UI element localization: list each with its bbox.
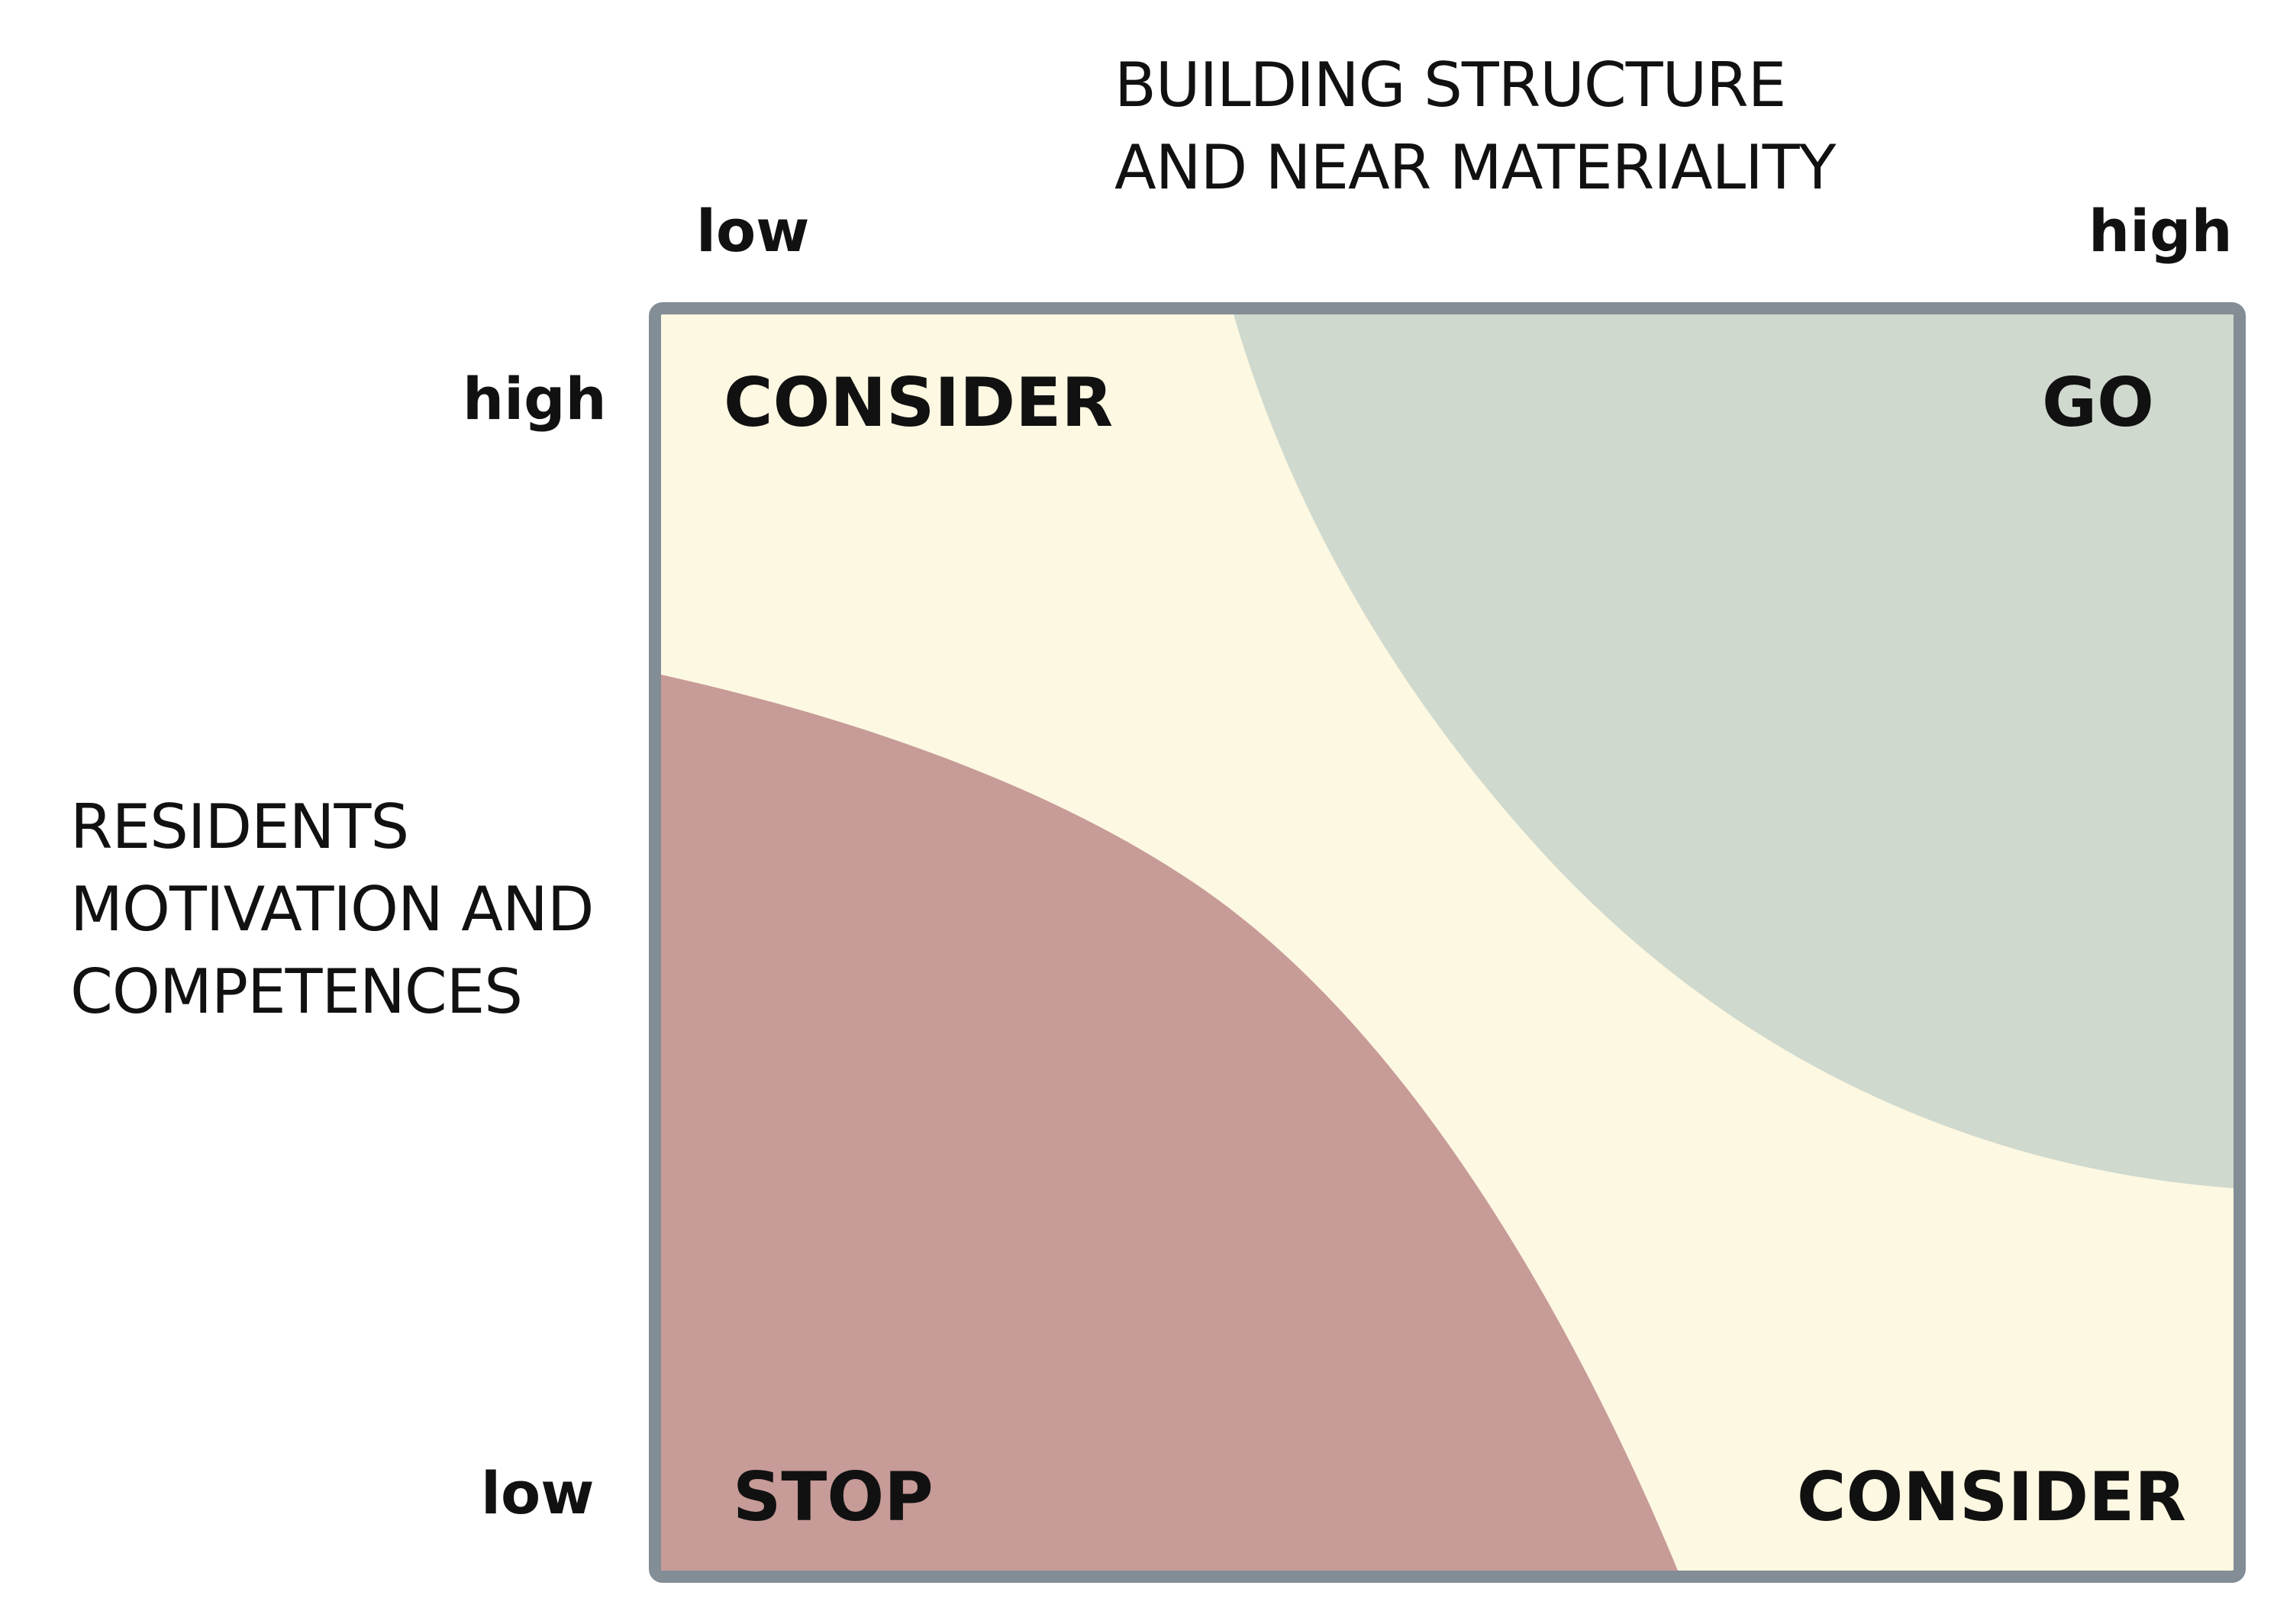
y-axis-high-label: high [463,365,607,433]
zone-label-top-right: GO [2041,363,2154,442]
x-axis-title-line-2: AND NEAR MATERIALITY [1114,132,1836,203]
zone-label-top-left: CONSIDER [724,363,1114,442]
y-axis-low-label: low [481,1459,595,1527]
x-axis-title-line-1: BUILDING STRUCTURE [1114,50,1786,121]
x-axis-high-label: high [2088,197,2233,265]
zone-label-bottom-left: STOP [733,1458,934,1536]
stop-region [661,675,1678,1571]
x-axis-low-label: low [696,197,810,265]
matrix-regions [661,314,2234,1571]
x-axis-title: BUILDING STRUCTURE AND NEAR MATERIALITY [1114,44,1836,209]
y-axis-title-line-1: RESIDENTS [70,791,409,862]
y-axis-title: RESIDENTS MOTIVATION AND COMPETENCES [70,786,594,1033]
decision-matrix: CONSIDER GO STOP CONSIDER [649,302,2246,1583]
y-axis-title-line-2: MOTIVATION AND [70,874,594,945]
zone-label-bottom-right: CONSIDER [1796,1458,2186,1536]
go-region [1234,314,2234,1188]
y-axis-title-line-3: COMPETENCES [70,956,523,1027]
